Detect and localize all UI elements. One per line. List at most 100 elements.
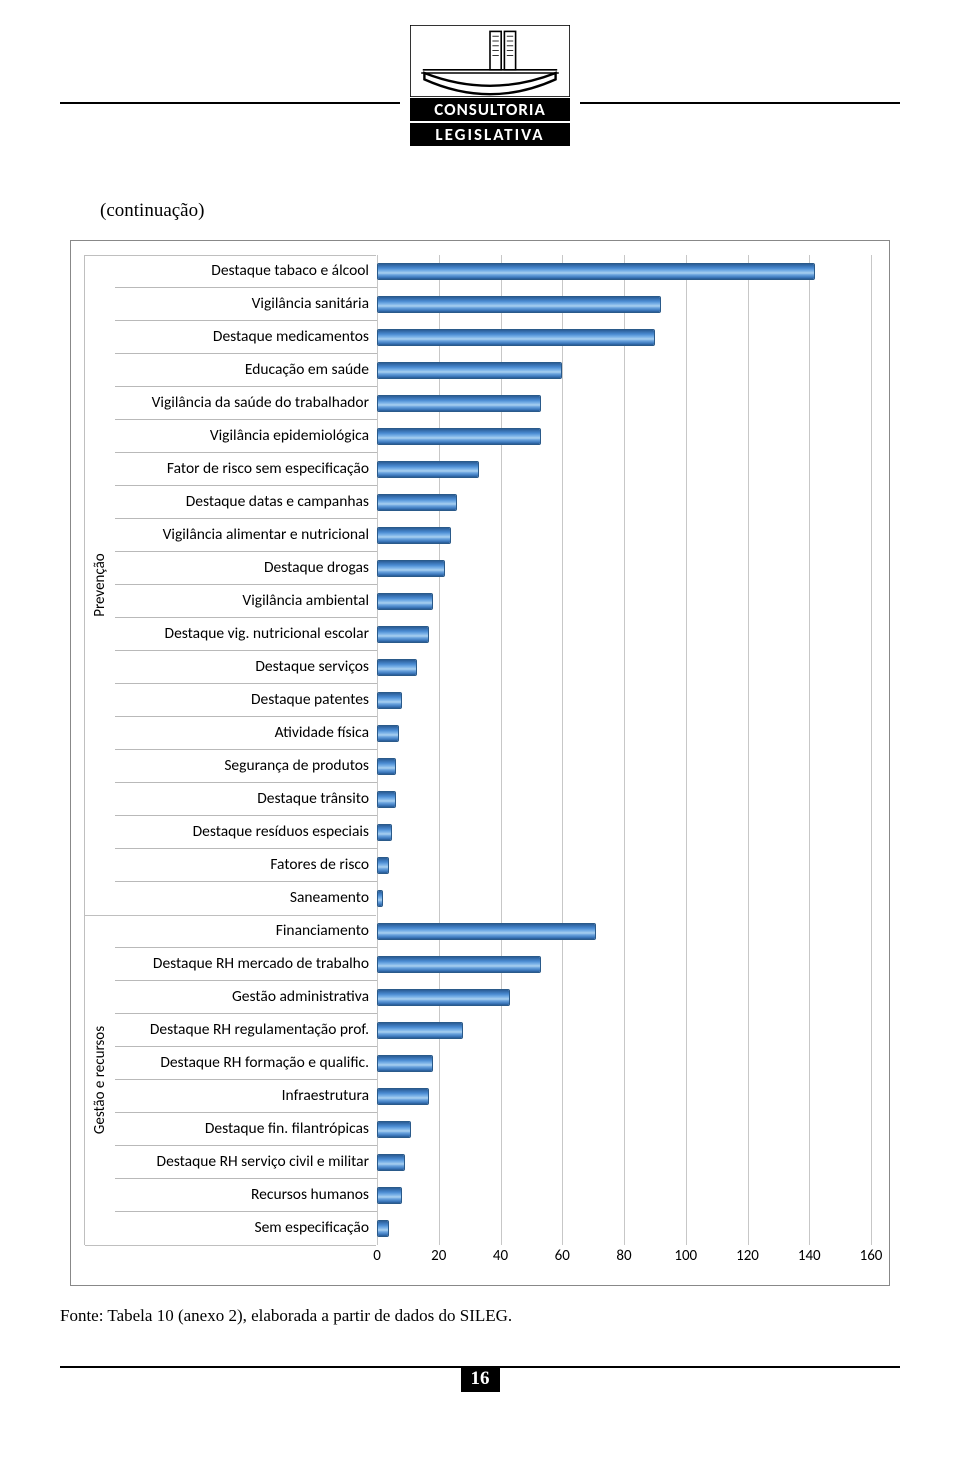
x-tick-label: 40 — [493, 1247, 508, 1265]
bar — [377, 725, 399, 742]
bar — [377, 428, 541, 445]
page-footer: 16 — [60, 1366, 900, 1392]
bar — [377, 362, 562, 379]
bar — [377, 395, 541, 412]
chart-row: Destaque vig. nutricional escolar — [85, 618, 871, 651]
x-tick-label: 140 — [798, 1247, 821, 1265]
chart-row: Educação em saúde — [85, 354, 871, 387]
chart-row: Atividade física — [85, 717, 871, 750]
chart-row: Fatores de risco — [85, 849, 871, 882]
chart-row: Destaque RH formação e qualific. — [85, 1047, 871, 1080]
chart-row: Fator de risco sem especificação — [85, 453, 871, 486]
bar — [377, 890, 383, 907]
category-label: Recursos humanos — [115, 1179, 377, 1212]
x-tick-label: 160 — [860, 1247, 883, 1265]
x-tick-label: 60 — [555, 1247, 570, 1265]
bar — [377, 296, 661, 313]
category-label: Fatores de risco — [115, 849, 377, 882]
chart-subtitle: (continuação) — [100, 200, 900, 222]
category-label: Financiamento — [115, 915, 377, 948]
chart-row: Destaque RH serviço civil e militar — [85, 1146, 871, 1179]
logo: CONSULTORIA LEGISLATIVA — [410, 25, 570, 146]
chart-row: Infraestrutura — [85, 1080, 871, 1113]
x-axis: 020406080100120140160 — [85, 1247, 871, 1277]
logo-text-1: CONSULTORIA — [410, 98, 570, 121]
chart-row: Segurança de produtos — [85, 750, 871, 783]
chart-row: Destaque patentes — [85, 684, 871, 717]
bar — [377, 857, 389, 874]
category-label: Destaque tabaco e álcool — [115, 255, 377, 288]
bar — [377, 956, 541, 973]
category-label: Infraestrutura — [115, 1080, 377, 1113]
chart-row: Vigilância ambiental — [85, 585, 871, 618]
category-label: Destaque datas e campanhas — [115, 486, 377, 519]
bar — [377, 626, 429, 643]
category-label: Destaque RH mercado de trabalho — [115, 948, 377, 981]
category-label: Vigilância sanitária — [115, 288, 377, 321]
bar — [377, 560, 445, 577]
national-congress-icon — [410, 25, 570, 97]
bar — [377, 659, 417, 676]
bar — [377, 824, 392, 841]
bar — [377, 263, 815, 280]
chart-row: Destaque trânsito — [85, 783, 871, 816]
bar — [377, 1055, 433, 1072]
category-label: Destaque serviços — [115, 651, 377, 684]
chart-row: Destaque fin. filantrópicas — [85, 1113, 871, 1146]
bar — [377, 527, 451, 544]
bar — [377, 791, 396, 808]
category-label: Destaque vig. nutricional escolar — [115, 618, 377, 651]
category-label: Vigilância da saúde do trabalhador — [115, 387, 377, 420]
category-label: Destaque RH formação e qualific. — [115, 1047, 377, 1080]
source-note: Fonte: Tabela 10 (anexo 2), elaborada a … — [60, 1306, 900, 1326]
bar — [377, 329, 655, 346]
bar — [377, 1187, 402, 1204]
category-label: Destaque RH regulamentação prof. — [115, 1014, 377, 1047]
category-label: Destaque resíduos especiais — [115, 816, 377, 849]
grid-line — [871, 255, 872, 1245]
chart-row: Vigilância sanitária — [85, 288, 871, 321]
bar — [377, 1121, 411, 1138]
category-label: Atividade física — [115, 717, 377, 750]
category-label: Destaque medicamentos — [115, 321, 377, 354]
category-label: Gestão administrativa — [115, 981, 377, 1014]
chart-row: Recursos humanos — [85, 1179, 871, 1212]
category-label: Segurança de produtos — [115, 750, 377, 783]
category-label: Destaque fin. filantrópicas — [115, 1113, 377, 1146]
category-label: Educação em saúde — [115, 354, 377, 387]
category-label: Vigilância alimentar e nutricional — [115, 519, 377, 552]
chart-row: Saneamento — [85, 882, 871, 915]
category-label: Destaque drogas — [115, 552, 377, 585]
chart-row: Destaque serviços — [85, 651, 871, 684]
chart-row: Vigilância epidemiológica — [85, 420, 871, 453]
bar — [377, 494, 457, 511]
logo-text-2: LEGISLATIVA — [410, 121, 570, 146]
chart-row: Vigilância alimentar e nutricional — [85, 519, 871, 552]
bar — [377, 1088, 429, 1105]
page-number: 16 — [461, 1366, 500, 1392]
category-label: Destaque RH serviço civil e militar — [115, 1146, 377, 1179]
chart-row: Financiamento — [85, 915, 871, 948]
category-label: Fator de risco sem especificação — [115, 453, 377, 486]
category-label: Saneamento — [115, 882, 377, 915]
bar — [377, 692, 402, 709]
x-tick-label: 100 — [674, 1247, 697, 1265]
chart-container: Destaque tabaco e álcoolVigilância sanit… — [70, 240, 890, 1286]
chart-row: Gestão administrativa — [85, 981, 871, 1014]
chart-row: Destaque RH mercado de trabalho — [85, 948, 871, 981]
bar — [377, 1154, 405, 1171]
category-label: Sem especificação — [115, 1212, 377, 1245]
chart-row: Destaque datas e campanhas — [85, 486, 871, 519]
x-tick-label: 20 — [431, 1247, 446, 1265]
page-header: CONSULTORIA LEGISLATIVA — [60, 20, 900, 170]
bar — [377, 1220, 389, 1237]
group-label: Prevenção — [91, 553, 109, 616]
chart-row: Destaque medicamentos — [85, 321, 871, 354]
x-tick-label: 0 — [373, 1247, 381, 1265]
chart-row: Destaque drogas — [85, 552, 871, 585]
bar — [377, 461, 479, 478]
bar — [377, 758, 396, 775]
bar — [377, 923, 596, 940]
chart-row: Destaque tabaco e álcool — [85, 255, 871, 288]
chart-row: Destaque RH regulamentação prof. — [85, 1014, 871, 1047]
